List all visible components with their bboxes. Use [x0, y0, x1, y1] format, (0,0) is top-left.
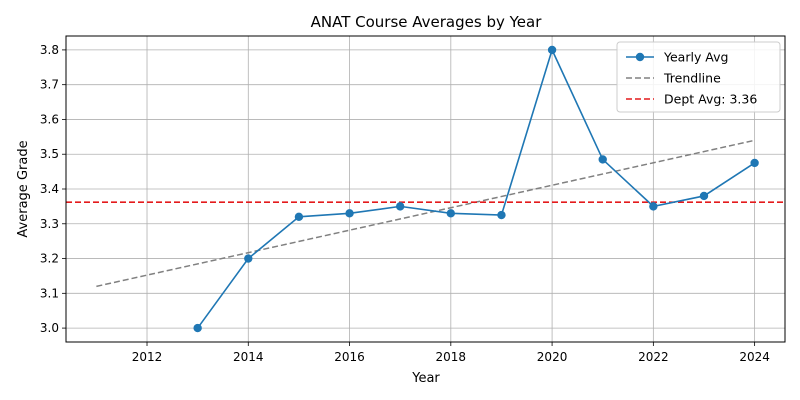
y-tick-label: 3.0 — [40, 321, 59, 335]
legend-label: Dept Avg: 3.36 — [664, 92, 757, 107]
legend-box — [616, 41, 781, 113]
legend-label: Trendline — [663, 71, 721, 86]
y-tick-label: 3.3 — [40, 217, 59, 231]
y-tick-label: 3.2 — [40, 252, 59, 266]
x-tick-label: 2012 — [132, 350, 163, 364]
y-tick-label: 3.8 — [40, 43, 59, 57]
x-tick-label: 2022 — [638, 350, 669, 364]
x-axis-label: Year — [411, 371, 440, 386]
legend: Yearly Avg Trendline Dept Avg: 3.36 — [616, 41, 781, 113]
y-tick-label: 3.7 — [40, 78, 59, 92]
yearly-avg-point — [193, 323, 202, 333]
y-axis-label: Average Grade — [16, 140, 31, 237]
plot-area — [66, 45, 785, 333]
x-tick-label: 2016 — [334, 350, 365, 364]
y-tick-label: 3.1 — [40, 286, 59, 300]
yearly-avg-point — [345, 209, 354, 218]
legend-marker — [635, 52, 645, 62]
yearly-avg-point — [598, 155, 607, 164]
x-tick-label: 2014 — [233, 350, 264, 364]
x-tick-label: 2020 — [537, 350, 568, 364]
yearly-avg-point — [750, 158, 759, 168]
y-axis-ticks: 3.0 3.1 3.2 3.3 3.4 3.5 3.6 3.7 3.8 — [40, 43, 66, 335]
yearly-avg-point — [294, 212, 304, 222]
yearly-avg-point — [547, 45, 557, 55]
yearly-avg-point — [446, 209, 456, 218]
y-tick-label: 3.6 — [40, 112, 59, 126]
yearly-avg-point — [497, 210, 506, 220]
x-tick-label: 2018 — [436, 350, 467, 364]
grid — [66, 36, 785, 342]
yearly-avg-point — [649, 202, 658, 211]
chart-title: ANAT Course Averages by Year — [311, 13, 543, 31]
x-axis-ticks: 2012 2014 2016 2018 2020 2022 2024 — [132, 342, 770, 364]
legend-label: Yearly Avg — [663, 50, 728, 65]
yearly-avg-series-line — [197, 47, 756, 329]
y-tick-label: 3.5 — [40, 147, 59, 161]
yearly-avg-point — [699, 191, 709, 201]
y-tick-label: 3.4 — [40, 182, 59, 196]
yearly-avg-point — [244, 254, 253, 263]
x-tick-label: 2024 — [739, 350, 770, 364]
yearly-avg-point — [395, 202, 405, 211]
trendline-series — [96, 139, 755, 288]
